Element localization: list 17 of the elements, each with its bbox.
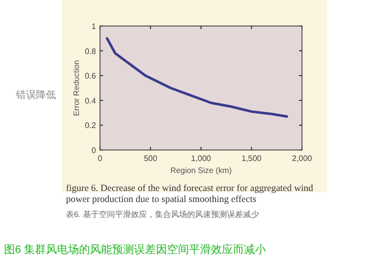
x-tick-label: 1,500 — [241, 154, 262, 163]
text: figure 6. Decrease of the wind forecast error for aggregated wind power production due to spatial smoothing effects — [66, 184, 314, 205]
y-tick-label: 0.8 — [84, 46, 97, 56]
y-tick-label: 0.2 — [84, 121, 97, 130]
y-tick-label: 1 — [92, 22, 97, 31]
x-axis-title: Region Size (km) — [170, 166, 232, 175]
y-axis-title: Error Reduction — [72, 60, 81, 116]
text: 表6. 基于空间平滑效应，集合风场的风速预测误差减少 — [66, 209, 260, 220]
x-tick-label: 0 — [98, 154, 103, 163]
x-tick-label: 1,000 — [190, 154, 212, 163]
y-tick-label: 0 — [92, 146, 97, 155]
caption: 图6 集群风电场的风能预测误差因空间平滑效应而减小 — [4, 242, 266, 257]
text: 错误降低 — [16, 89, 56, 102]
y-tick-label: 0.4 — [84, 96, 97, 106]
x-tick-label: 500 — [144, 154, 158, 163]
y-tick-label: 0.6 — [84, 72, 97, 81]
x-tick-label: 2,000 — [292, 154, 313, 163]
